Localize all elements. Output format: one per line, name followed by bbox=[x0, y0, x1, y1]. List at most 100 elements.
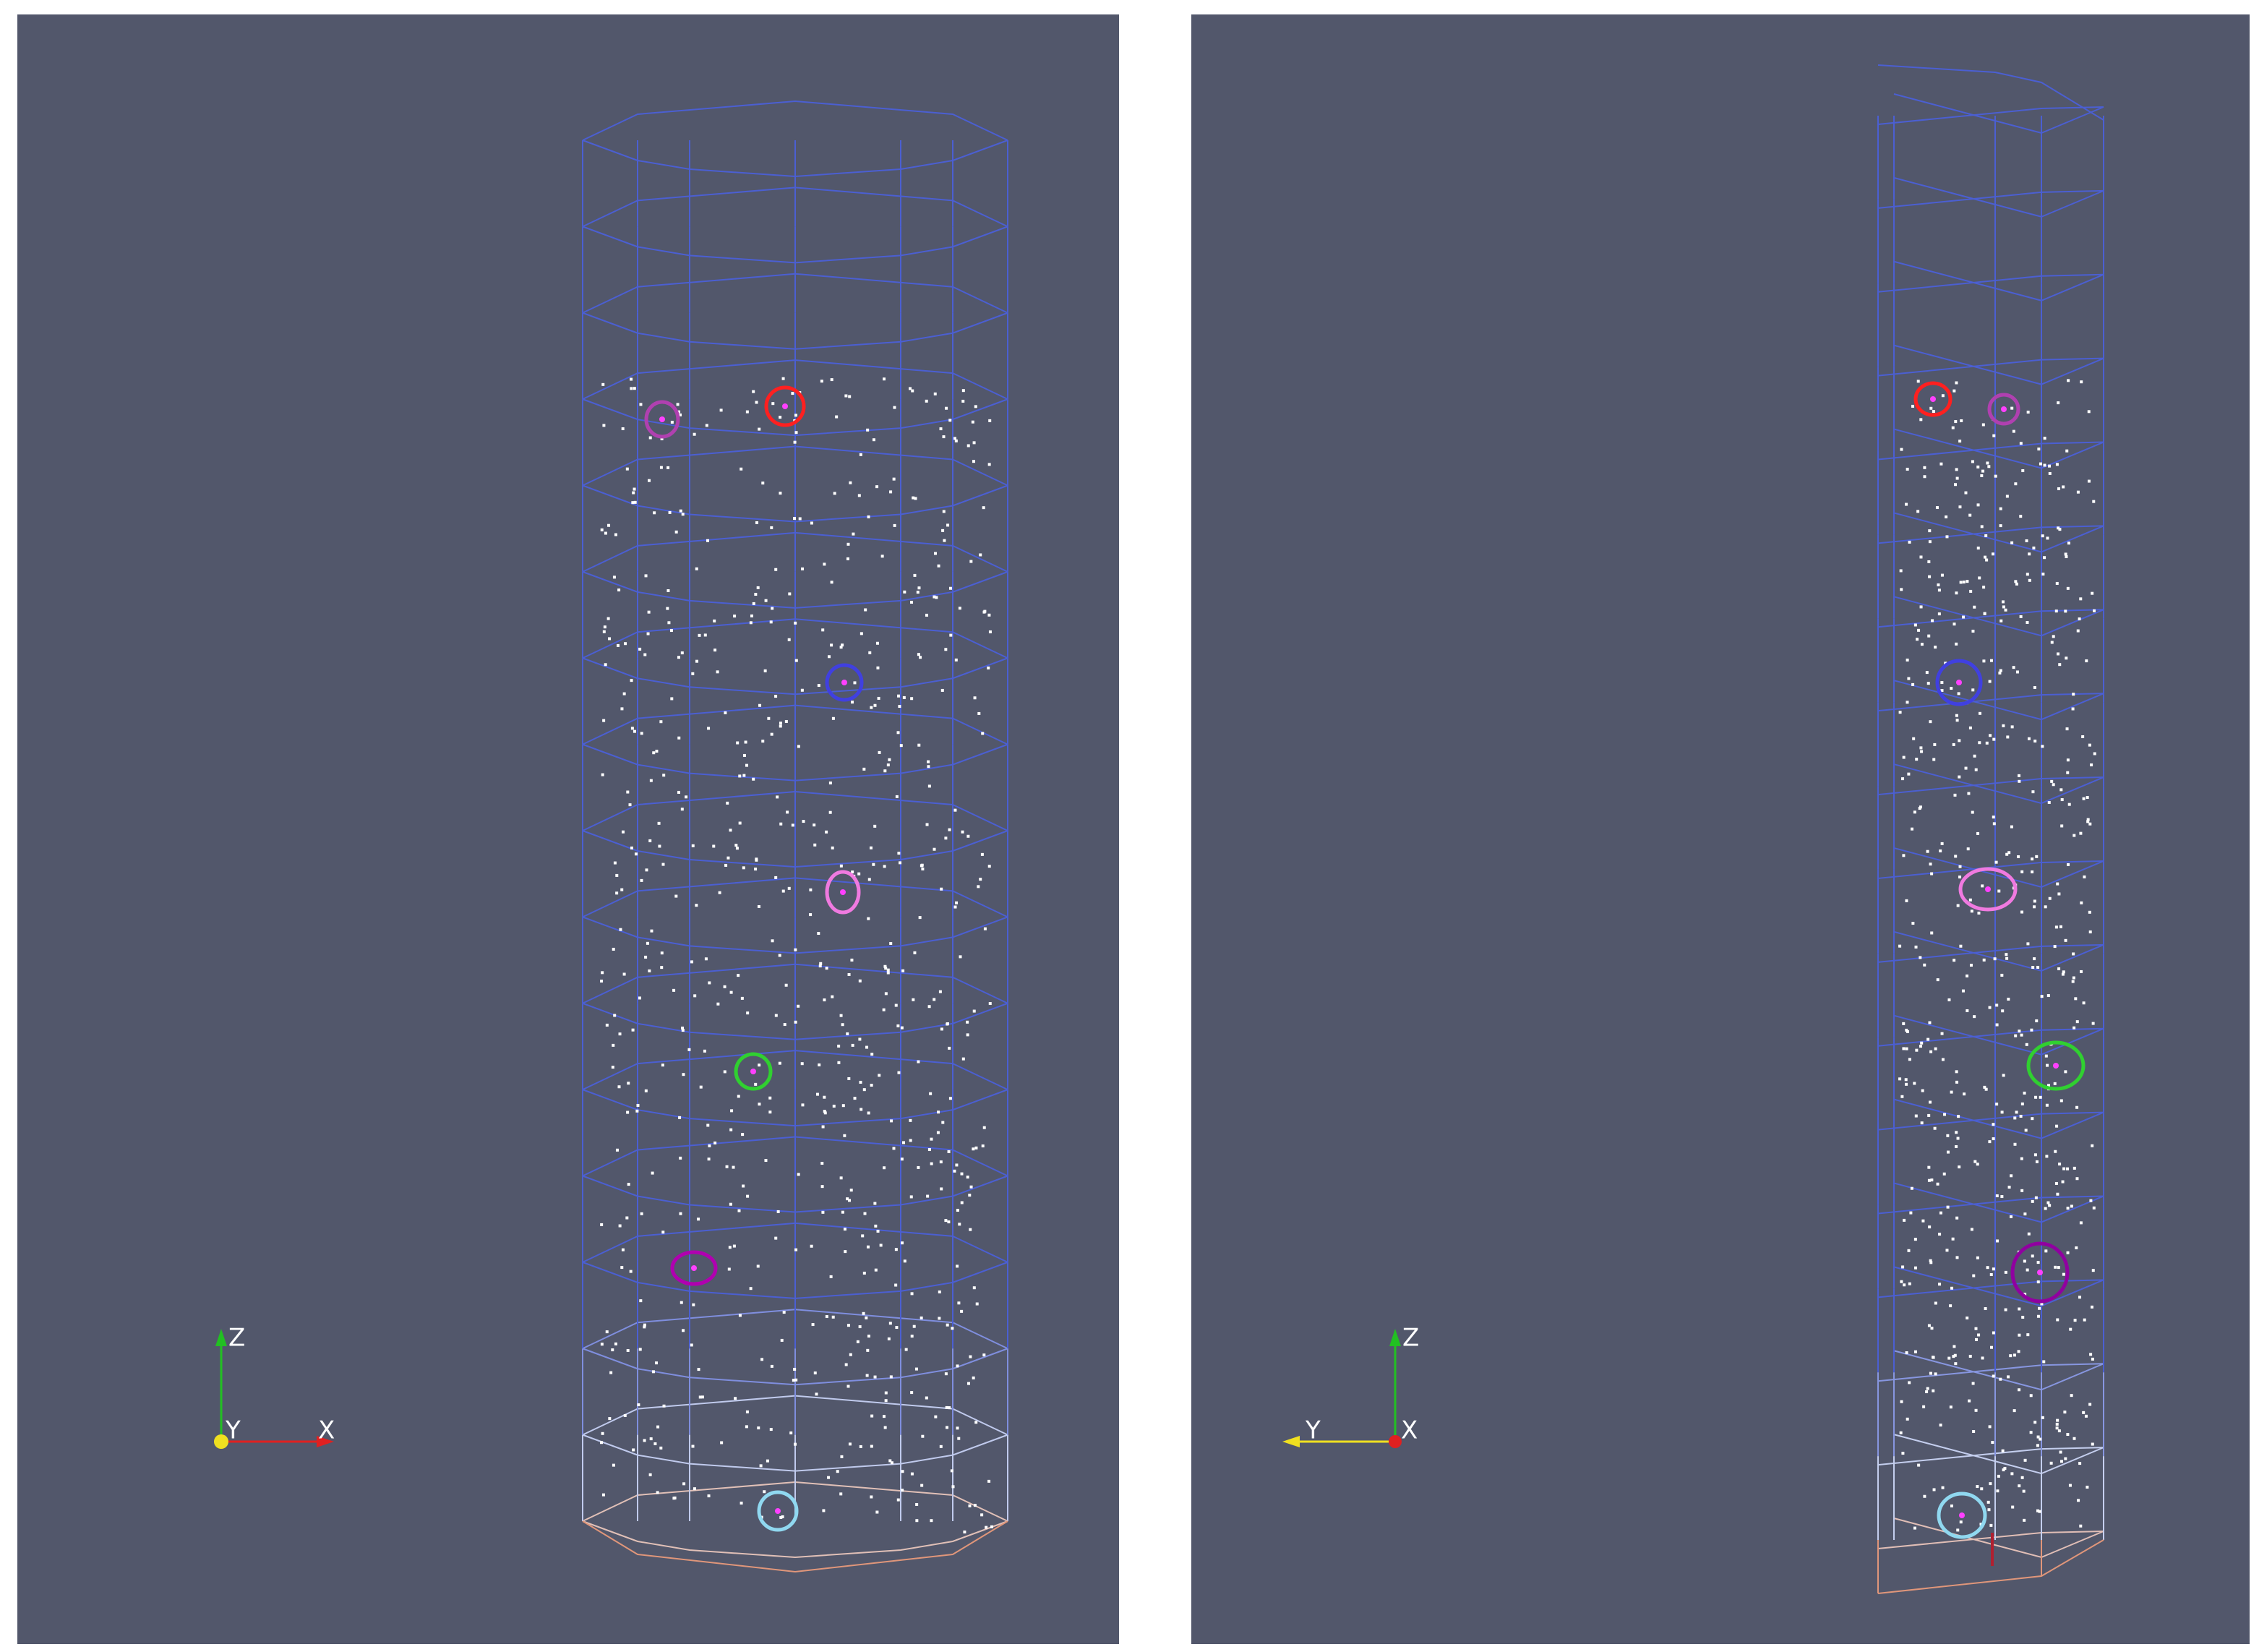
particle bbox=[2010, 1215, 2013, 1218]
particle bbox=[779, 416, 782, 419]
particle bbox=[988, 419, 992, 422]
particle bbox=[982, 1126, 986, 1129]
particle bbox=[681, 513, 685, 516]
particle bbox=[649, 1437, 653, 1441]
particle bbox=[2028, 578, 2031, 582]
particle bbox=[869, 846, 873, 849]
particle bbox=[2044, 1054, 2048, 1058]
particle bbox=[969, 560, 973, 563]
highlight-ring bbox=[2026, 1040, 2086, 1091]
particle bbox=[728, 1246, 732, 1249]
particle bbox=[2004, 1270, 2007, 1274]
particle bbox=[659, 1446, 663, 1450]
particle bbox=[966, 1382, 970, 1385]
particle bbox=[1915, 758, 1919, 761]
particle bbox=[768, 1110, 772, 1114]
particle bbox=[2000, 973, 2004, 977]
particle bbox=[2010, 1174, 2013, 1178]
particle bbox=[794, 431, 798, 435]
particle bbox=[2093, 752, 2096, 756]
particle bbox=[2052, 635, 2055, 638]
particle bbox=[2014, 1034, 2018, 1037]
particle bbox=[1950, 1090, 1953, 1094]
particle bbox=[2026, 942, 2030, 946]
particle bbox=[755, 401, 758, 404]
particle bbox=[644, 574, 648, 578]
z-arrow bbox=[215, 1329, 227, 1346]
particle bbox=[1952, 959, 1956, 962]
particle bbox=[1902, 756, 1906, 759]
particle bbox=[920, 1316, 923, 1319]
particle bbox=[693, 1487, 696, 1491]
particle bbox=[2005, 956, 2009, 960]
particle bbox=[2083, 1318, 2086, 1322]
particle bbox=[910, 1335, 914, 1338]
particle bbox=[2033, 957, 2036, 961]
particle bbox=[707, 1157, 711, 1161]
particle bbox=[939, 1445, 943, 1448]
particle bbox=[752, 390, 755, 393]
particle bbox=[672, 988, 676, 992]
particle bbox=[770, 526, 773, 529]
particle bbox=[910, 1472, 914, 1476]
particle bbox=[632, 491, 635, 495]
particle bbox=[636, 1103, 640, 1107]
particle bbox=[2066, 1251, 2070, 1254]
particle bbox=[2007, 1186, 2011, 1189]
particle bbox=[877, 696, 880, 700]
particle bbox=[2078, 617, 2081, 621]
particle bbox=[680, 808, 684, 811]
particle bbox=[2057, 526, 2060, 530]
particle bbox=[1929, 1050, 1933, 1053]
particle bbox=[614, 533, 617, 536]
particle bbox=[940, 688, 944, 692]
particle bbox=[783, 1023, 786, 1027]
particle bbox=[1939, 1211, 1942, 1215]
particle bbox=[647, 610, 651, 614]
particle bbox=[1927, 634, 1931, 638]
particle bbox=[2010, 541, 2014, 544]
particle bbox=[1913, 1526, 1916, 1530]
particle bbox=[681, 1029, 685, 1032]
particle bbox=[752, 602, 755, 605]
particle bbox=[741, 1133, 745, 1137]
particle bbox=[1985, 558, 1989, 562]
particle bbox=[866, 1348, 870, 1352]
particle bbox=[941, 528, 945, 532]
particle bbox=[912, 496, 915, 500]
particle bbox=[1955, 468, 1958, 471]
particle bbox=[1900, 448, 1903, 451]
particle bbox=[697, 1368, 700, 1371]
particle bbox=[648, 1473, 652, 1476]
particle bbox=[961, 389, 965, 393]
particle bbox=[1989, 1523, 1993, 1527]
particle bbox=[987, 1479, 991, 1483]
particle bbox=[797, 745, 800, 748]
particle bbox=[774, 695, 778, 698]
particle bbox=[2072, 976, 2075, 980]
particle bbox=[2017, 855, 2020, 859]
particle bbox=[840, 1455, 844, 1458]
particle bbox=[631, 1028, 635, 1032]
particle bbox=[630, 387, 633, 390]
particle bbox=[2040, 995, 2044, 998]
particle bbox=[1929, 720, 1932, 724]
particle bbox=[827, 655, 831, 659]
particle bbox=[2093, 609, 2096, 612]
particle bbox=[602, 630, 606, 633]
particle bbox=[843, 1228, 846, 1231]
particle bbox=[703, 1049, 706, 1053]
particle bbox=[648, 436, 652, 440]
particle bbox=[876, 1229, 880, 1233]
particle bbox=[820, 1162, 824, 1165]
particle bbox=[2058, 528, 2062, 531]
particle bbox=[2091, 1442, 2094, 1446]
particle bbox=[2004, 1308, 2007, 1311]
particle bbox=[895, 795, 899, 798]
particle bbox=[1916, 380, 1920, 383]
particle bbox=[882, 1008, 886, 1011]
particle bbox=[823, 562, 826, 566]
particle bbox=[1899, 569, 1903, 573]
particle bbox=[601, 1431, 604, 1435]
particle bbox=[890, 1461, 893, 1465]
